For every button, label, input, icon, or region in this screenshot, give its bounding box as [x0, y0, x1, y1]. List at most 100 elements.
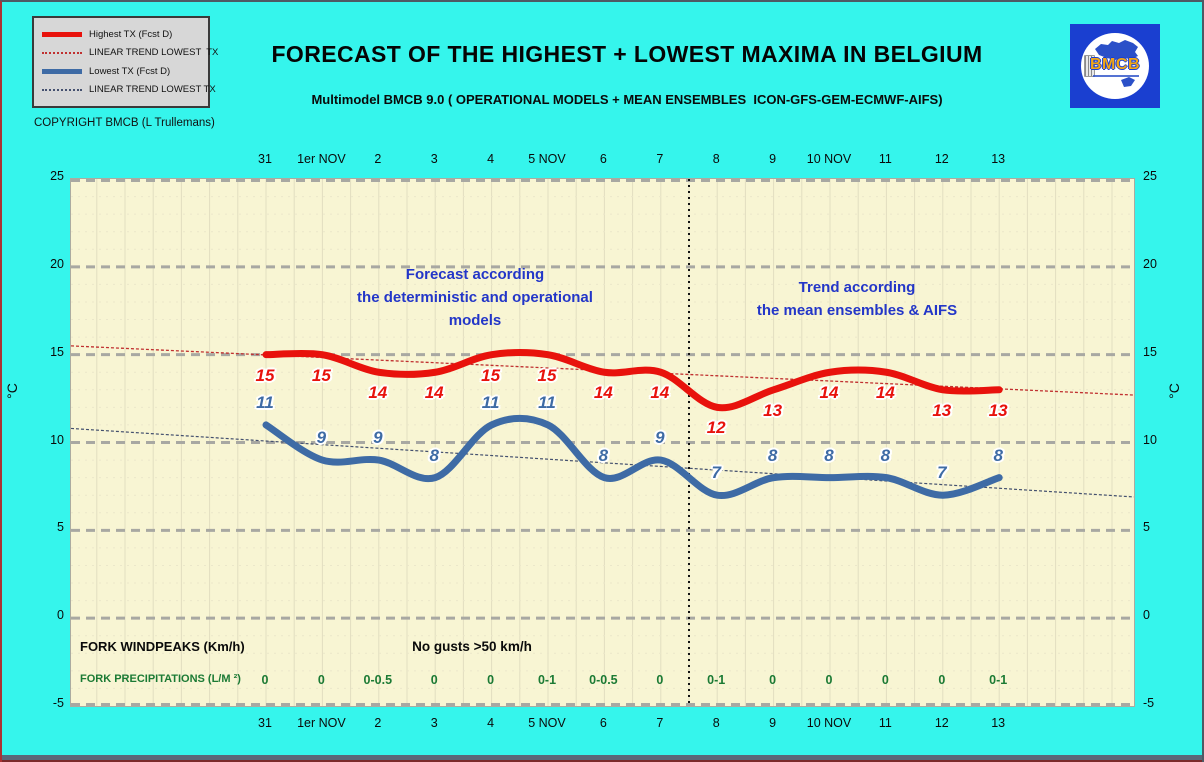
x-axis-label-top: 8 — [712, 152, 720, 166]
lowest-tx-value-label: 9 — [373, 428, 383, 448]
x-axis-label-bottom: 9 — [769, 716, 777, 730]
y-axis-label-left: 5 — [57, 520, 64, 535]
annotation-forecast: Forecast according the deterministic and… — [275, 263, 675, 332]
precipitation-value: 0 — [881, 673, 889, 687]
lowest-tx-value-label: 8 — [429, 445, 439, 465]
lowest-tx-value-label: 7 — [937, 463, 947, 483]
x-axis-label-bottom: 4 — [487, 716, 495, 730]
y-axis-label-right: 10 — [1143, 432, 1157, 447]
highest-tx-curve — [262, 348, 1003, 412]
highest-tx-value-label: 13 — [932, 400, 952, 420]
logo-caption-line — [1093, 75, 1139, 77]
highest-tx-value-label: 14 — [875, 383, 895, 403]
blue-solid-line-sample — [42, 68, 82, 74]
x-axis-label-bottom: 6 — [599, 716, 607, 730]
highest-tx-value-label: 14 — [368, 383, 388, 403]
lowest-tx-value-label: 8 — [824, 445, 834, 465]
highest-tx-value-label: 15 — [255, 365, 275, 385]
legend-item-lowest-tx: Lowest TX (Fcst D) — [42, 62, 202, 80]
lowest-tx-value-label: 9 — [316, 428, 327, 448]
legend-label: LINEAR TREND LOWEST TX — [89, 84, 216, 96]
radiosonde-icon — [1084, 55, 1095, 77]
copyright-text: COPYRIGHT BMCB (L Trullemans) — [34, 117, 215, 129]
precipitation-value: 0 — [938, 673, 946, 687]
precipitation-value: 0 — [487, 673, 495, 687]
precipitation-value: 0-1 — [989, 673, 1008, 687]
lowest-tx-value-label: 8 — [767, 445, 778, 465]
x-axis-label-bottom: 11 — [878, 716, 892, 730]
chart-canvas — [71, 179, 1134, 706]
x-axis-label-top: 13 — [991, 152, 1006, 166]
annotation-line: the deterministic and operational — [357, 289, 593, 306]
legend-item-red-trend: LINEAR TREND LOWEST TX — [42, 44, 218, 62]
red-dotted-line-sample — [42, 51, 82, 54]
precipitation-value: 0 — [769, 673, 777, 687]
x-axis-label-bottom: 13 — [991, 716, 1006, 730]
x-axis-label-bottom: 5 NOV — [528, 716, 566, 730]
highest-tx-value-label: 12 — [706, 418, 726, 438]
annotation-line: Trend according — [798, 279, 916, 296]
annotation-line: the mean ensembles & AIFS — [756, 302, 958, 319]
x-axis-label-top: 9 — [769, 152, 777, 166]
x-axis-label-bottom: 1er NOV — [297, 716, 346, 730]
logo-text: BMCB — [1090, 56, 1140, 73]
y-axis-label-right: 25 — [1143, 169, 1157, 183]
x-axis-label-top: 2 — [374, 152, 382, 166]
highest-tx-value-label: 15 — [481, 365, 501, 385]
y-axis-label-right: 20 — [1143, 256, 1157, 271]
annotation-line: Forecast according — [405, 266, 545, 283]
precipitation-value: 0-0.5 — [363, 673, 393, 687]
y-axis-label-right: 5 — [1143, 520, 1150, 535]
window-bottom-bar — [2, 755, 1202, 762]
highest-tx-value-label: 13 — [988, 400, 1008, 420]
red-solid-line-sample — [42, 31, 82, 37]
blue-dotted-line-sample — [42, 88, 82, 91]
highest-tx-value-label: 14 — [819, 383, 839, 403]
precipitation-value: 0-0.5 — [589, 673, 618, 687]
x-axis-label-top: 5 NOV — [528, 152, 566, 166]
legend-item-highest-tx: Highest TX (Fcst D) — [42, 25, 202, 43]
x-axis-label-top: 7 — [656, 152, 664, 166]
x-axis-label-bottom: 31 — [258, 716, 272, 730]
lowest-tx-value-label: 9 — [655, 428, 665, 448]
blue-trend-line — [71, 427, 1134, 498]
y-axis-label-left: 15 — [50, 344, 64, 359]
y-axis-label-left: 25 — [50, 169, 64, 183]
lowest-tx-value-label: 8 — [880, 445, 891, 465]
highest-tx-value-label: 13 — [763, 400, 783, 420]
y-axis-unit-right: °C — [1166, 383, 1182, 399]
precipitation-value: 0 — [656, 673, 664, 687]
lowest-tx-curve — [262, 414, 1003, 499]
highest-tx-value-label: 15 — [537, 365, 557, 385]
x-axis-label-top: 3 — [430, 152, 438, 166]
precipitation-value: 0-1 — [707, 673, 726, 687]
legend-box: Highest TX (Fcst D) LINEAR TREND LOWEST … — [32, 16, 218, 108]
highest-tx-value-label: 14 — [424, 383, 444, 403]
precipitation-value: 0 — [825, 673, 833, 687]
lowest-tx-value-label: 11 — [538, 392, 556, 412]
no-gusts-note: No gusts >50 km/h — [412, 639, 532, 654]
logo-circle: BMCB — [1081, 33, 1149, 99]
y-axis-label-right: -5 — [1143, 696, 1155, 710]
highest-tx-value-label: 14 — [593, 383, 613, 403]
page-subtitle: Multimodel BMCB 9.0 ( OPERATIONAL MODELS… — [311, 92, 943, 107]
x-axis-label-bottom: 7 — [656, 716, 664, 730]
lowest-tx-value-label: 11 — [481, 392, 500, 412]
y-axis-label-right: 0 — [1143, 608, 1150, 623]
x-axis-label-top: 12 — [934, 152, 949, 166]
annotation-line: models — [448, 312, 502, 329]
x-axis-label-bottom: 12 — [934, 716, 949, 730]
y-axis-label-right: 15 — [1143, 344, 1157, 359]
y-axis-label-left: -5 — [52, 696, 64, 710]
y-axis-label-left: 20 — [50, 256, 64, 271]
x-axis-label-top: 10 NOV — [806, 152, 852, 166]
y-axis-unit-left: °C — [4, 383, 20, 399]
x-axis-label-bottom: 2 — [374, 716, 382, 730]
precipitation-value: 0 — [317, 673, 325, 687]
lowest-tx-value-label: 8 — [993, 445, 1003, 465]
legend-label: Highest TX (Fcst D) — [89, 28, 173, 40]
x-axis-label-top: 31 — [258, 152, 272, 166]
bmcb-logo: BMCB — [1070, 24, 1160, 108]
legend-label: Lowest TX (Fcst D) — [89, 65, 171, 77]
